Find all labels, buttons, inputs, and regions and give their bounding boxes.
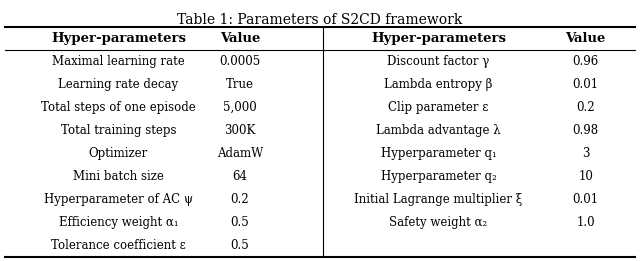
Text: 1.0: 1.0 xyxy=(576,216,595,229)
Text: 64: 64 xyxy=(232,170,248,183)
Text: Discount factor γ: Discount factor γ xyxy=(387,55,490,68)
Text: Total steps of one episode: Total steps of one episode xyxy=(41,101,196,114)
Text: Initial Lagrange multiplier ξ: Initial Lagrange multiplier ξ xyxy=(355,193,522,206)
Text: 0.5: 0.5 xyxy=(230,239,250,252)
Text: Tolerance coefficient ε: Tolerance coefficient ε xyxy=(51,239,186,252)
Text: Efficiency weight α₁: Efficiency weight α₁ xyxy=(59,216,178,229)
Text: Clip parameter ε: Clip parameter ε xyxy=(388,101,488,114)
Text: 0.96: 0.96 xyxy=(572,55,599,68)
Text: 10: 10 xyxy=(578,170,593,183)
Text: Table 1: Parameters of S2CD framework: Table 1: Parameters of S2CD framework xyxy=(177,13,463,27)
Text: 0.98: 0.98 xyxy=(573,124,598,137)
Text: Value: Value xyxy=(220,32,260,45)
Text: Mini batch size: Mini batch size xyxy=(73,170,164,183)
Text: 5,000: 5,000 xyxy=(223,101,257,114)
Text: Optimizer: Optimizer xyxy=(89,147,148,160)
Text: 300K: 300K xyxy=(224,124,256,137)
Text: True: True xyxy=(226,78,254,91)
Text: Total training steps: Total training steps xyxy=(61,124,176,137)
Text: AdamW: AdamW xyxy=(217,147,263,160)
Text: Value: Value xyxy=(565,32,606,45)
Text: 0.01: 0.01 xyxy=(573,193,598,206)
Text: Hyperparameter q₂: Hyperparameter q₂ xyxy=(381,170,496,183)
Text: Hyper-parameters: Hyper-parameters xyxy=(51,32,186,45)
Text: Hyperparameter q₁: Hyperparameter q₁ xyxy=(381,147,496,160)
Text: 0.01: 0.01 xyxy=(573,78,598,91)
Text: 3: 3 xyxy=(582,147,589,160)
Text: Maximal learning rate: Maximal learning rate xyxy=(52,55,185,68)
Text: Hyperparameter of AC ψ: Hyperparameter of AC ψ xyxy=(44,193,193,206)
Text: 0.5: 0.5 xyxy=(230,216,250,229)
Text: 0.0005: 0.0005 xyxy=(220,55,260,68)
Text: Lambda advantage λ: Lambda advantage λ xyxy=(376,124,500,137)
Text: Hyper-parameters: Hyper-parameters xyxy=(371,32,506,45)
Text: Lambda entropy β: Lambda entropy β xyxy=(384,78,493,91)
Text: Safety weight α₂: Safety weight α₂ xyxy=(389,216,488,229)
Text: 0.2: 0.2 xyxy=(230,193,250,206)
Text: Learning rate decay: Learning rate decay xyxy=(58,78,179,91)
Text: 0.2: 0.2 xyxy=(576,101,595,114)
